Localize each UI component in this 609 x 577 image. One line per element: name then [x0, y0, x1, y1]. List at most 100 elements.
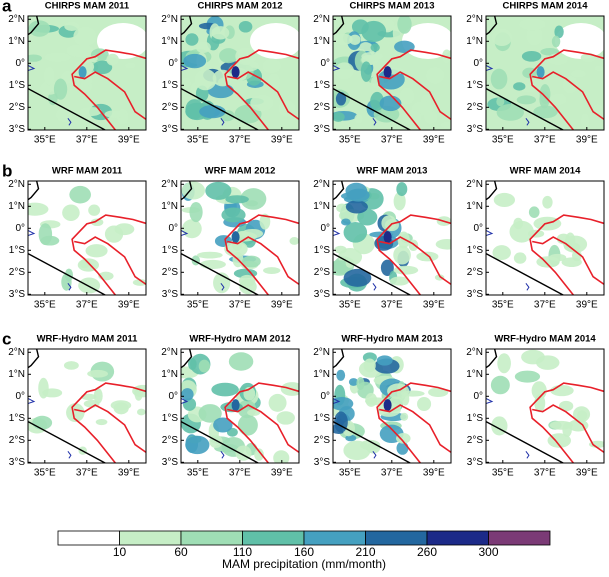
rain-patch	[417, 396, 432, 412]
lat-tick-label: 2°N	[161, 179, 178, 190]
rain-patch	[333, 112, 345, 122]
lat-tick-label: 1°S	[162, 413, 179, 424]
lake	[67, 451, 72, 459]
rain-patch	[393, 245, 411, 265]
rain-patch	[237, 414, 258, 436]
rain-patch	[247, 409, 261, 416]
rain-patch	[85, 244, 108, 258]
lat-tick-label: 2°N	[466, 347, 483, 358]
rain-patch	[185, 33, 199, 46]
lake	[525, 118, 530, 126]
rain-patch	[513, 252, 527, 264]
lake	[67, 283, 72, 291]
lat-tick-label: 2°S	[162, 435, 179, 446]
lake	[333, 230, 341, 236]
rain-patch	[185, 435, 210, 455]
rain-patch	[32, 415, 53, 430]
lat-tick-label: 0°	[473, 391, 483, 402]
lat-tick-label: 2°S	[314, 435, 331, 446]
lon-tick-label: 37°E	[381, 468, 403, 479]
rain-patch	[496, 103, 524, 121]
rain-patch	[354, 114, 363, 124]
lon-tick-label: 39°E	[271, 468, 293, 479]
lake	[220, 451, 225, 459]
map-fill	[28, 181, 146, 295]
lon-tick-label: 35°E	[492, 468, 514, 479]
rain-patch	[394, 40, 415, 53]
rain-patch	[205, 181, 232, 200]
panel-title: WRF-Hydro MAM 2011	[37, 334, 139, 345]
rain-patch	[526, 25, 543, 46]
lake	[28, 65, 36, 71]
lat-tick-label: 2°S	[9, 435, 26, 446]
rain-patch	[219, 48, 239, 64]
boundary-red	[224, 214, 299, 295]
border-black	[486, 87, 565, 130]
border-black	[333, 16, 345, 36]
rain-patch	[240, 188, 267, 210]
rain-patch	[568, 419, 589, 432]
rain-patch	[69, 185, 91, 204]
lon-tick-label: 35°E	[187, 300, 209, 311]
rain-patch	[345, 182, 368, 199]
rain-patch	[188, 358, 197, 370]
border-black	[181, 87, 260, 130]
lat-tick-label: 2°N	[466, 14, 483, 25]
rain-patch	[396, 433, 411, 444]
lon-tick-label: 35°E	[34, 300, 56, 311]
lon-tick-label: 37°E	[534, 135, 556, 146]
map-fill	[181, 349, 299, 463]
lon-tick-label: 37°E	[229, 300, 251, 311]
border-black	[486, 252, 565, 295]
rain-patch	[416, 251, 439, 262]
lon-tick-label: 39°E	[118, 135, 140, 146]
rain-patch	[221, 207, 246, 223]
rain-patch	[95, 419, 108, 426]
lat-tick-label: 0°	[320, 223, 330, 234]
rain-patch	[198, 359, 211, 373]
rain-patch	[550, 93, 567, 106]
row-letter: b	[2, 161, 12, 180]
map-fill	[28, 349, 146, 463]
boundary-red	[376, 382, 451, 463]
rain-patch	[273, 450, 290, 463]
rain-patch	[521, 50, 542, 62]
rain-patch	[562, 422, 572, 438]
panel-title: WRF-Hydro MAM 2014	[494, 334, 596, 345]
rain-patch	[254, 448, 264, 461]
lat-tick-label: 3°S	[9, 289, 26, 300]
map-fill	[333, 181, 451, 295]
rain-patch	[400, 412, 409, 421]
rain-patch	[198, 404, 222, 423]
border-black	[181, 420, 260, 463]
lat-tick-label: 3°S	[162, 289, 179, 300]
rain-patch	[493, 192, 516, 207]
lat-tick-label: 3°S	[162, 457, 179, 468]
rain-patch	[389, 276, 410, 286]
map-fill	[486, 349, 604, 463]
lat-tick-label: 1°N	[466, 369, 483, 380]
rain-patch	[28, 202, 49, 216]
lake	[220, 118, 225, 126]
lon-tick-label: 37°E	[76, 468, 98, 479]
lat-tick-label: 0°	[473, 223, 483, 234]
lat-tick-label: 3°S	[314, 124, 331, 135]
rain-patch	[562, 76, 579, 94]
colorbar-box	[426, 530, 489, 546]
border-black	[486, 420, 565, 463]
map-fill	[181, 181, 299, 295]
border-black	[333, 349, 345, 369]
boundary-red	[379, 236, 451, 286]
rain-patch	[114, 223, 135, 236]
lake	[372, 118, 377, 126]
rain-patch	[335, 92, 347, 106]
lon-tick-label: 37°E	[76, 135, 98, 146]
lat-tick-label: 2°S	[467, 102, 484, 113]
colorbar-tick-label: 210	[355, 545, 375, 559]
lon-tick-label: 37°E	[229, 468, 251, 479]
rain-patch	[594, 65, 604, 72]
lat-tick-label: 2°S	[162, 267, 179, 278]
lon-tick-label: 35°E	[339, 468, 361, 479]
rain-patch	[333, 396, 354, 411]
panel-title: CHIRPS MAM 2013	[350, 1, 435, 12]
